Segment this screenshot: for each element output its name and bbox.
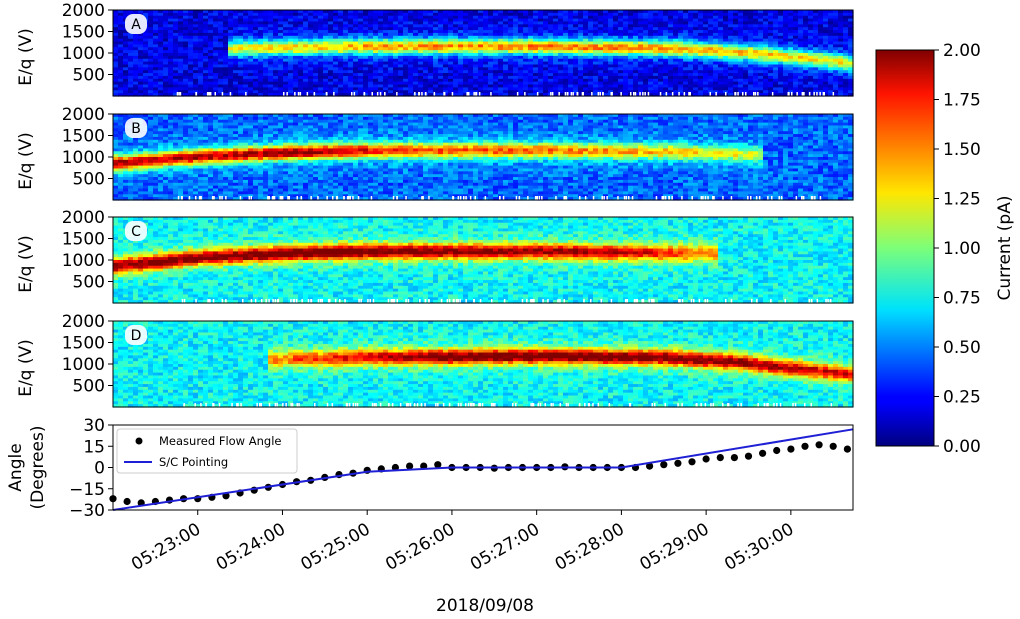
data-point [124,498,131,505]
data-point [773,447,780,454]
y-tick-label: 1500 [62,127,105,147]
data-point [717,454,724,461]
y-tick-label: 500 [73,170,105,190]
x-tick-label: 05:26:00 [382,519,458,575]
data-point [731,454,738,461]
y-axis-label: E/q (V) [16,235,36,293]
data-point [759,450,766,457]
x-tick-label: 05:23:00 [128,519,204,575]
colorbar-tick-label: 0.50 [943,338,981,358]
y-tick-label: 2000 [62,1,105,21]
data-point [830,443,837,450]
x-tick-label: 05:30:00 [721,519,797,575]
heatmap-cells [113,217,854,304]
y-tick-label: 1500 [62,334,105,354]
colorbar-tick-label: 0.00 [943,437,981,457]
y-tick-label: 1000 [62,148,105,168]
y-axis-label: E/q (V) [16,339,36,397]
colorbar-label: Current (pA) [995,196,1015,301]
panel-label: C [131,224,141,240]
x-tick-label: 05:24:00 [213,519,289,575]
x-tick-label: 05:27:00 [467,519,543,575]
panel-label: B [131,121,141,137]
x-tick-label: 05:28:00 [552,519,628,575]
y-tick-label: 1500 [62,230,105,250]
y-tick-label: 500 [73,66,105,86]
colorbar-tick-label: 0.75 [943,289,981,309]
panel-label: D [131,328,142,344]
data-point [816,441,823,448]
legend-label: S/C Pointing [159,455,228,469]
angle-axis-label: Angle (Degrees) [6,426,48,510]
x-tick-label: 05:29:00 [637,519,713,575]
legend-marker [136,438,143,445]
data-point [801,443,808,450]
colorbar: 0.00 0.25 0.50 0.75 1.00 1.25 1.50 1.75 2.00 Curr… [876,41,1015,457]
legend-label: Measured Flow Angle [159,434,281,448]
y-tick-label: 1000 [62,251,105,271]
colorbar-tick-label: 1.50 [943,140,981,160]
y-tick-label: 1500 [62,23,105,43]
time-axis: 05:23:00 05:24:00 05:25:00 05:26:00 05:27:00… [128,510,797,616]
angle-axis-label-line: Angle [6,443,26,491]
colorbar-tick-label: 0.25 [943,388,981,408]
y-axis-label: E/q (V) [16,132,36,190]
heatmap-cells [113,10,854,97]
y-tick-label: 1000 [62,355,105,375]
y-tick-label: −30 [69,501,105,521]
x-tick-label: 05:25:00 [298,519,374,575]
y-tick-label: 2000 [62,208,105,228]
data-point [660,461,667,468]
colorbar-tick-label: 2.00 [943,41,981,61]
y-tick-label: 500 [73,377,105,397]
y-tick-label: −15 [69,480,105,500]
y-tick-label: 2000 [62,105,105,125]
colorbar-tick-label: 1.25 [943,190,981,210]
angle-axis-label-line: (Degrees) [28,426,48,510]
panel-label: A [131,17,141,33]
data-point [674,460,681,467]
data-point [745,453,752,460]
y-tick-label: 15 [83,437,105,457]
data-point [688,458,695,465]
x-axis-label: 2018/09/08 [436,596,534,616]
colorbar-gradient [876,50,934,446]
colorbar-tick-label: 1.00 [943,239,981,259]
data-point [703,455,710,462]
data-point [787,446,794,453]
data-point [844,446,851,453]
heatmap-cells [113,114,854,201]
y-tick-label: 0 [94,459,105,479]
y-axis-label: E/q (V) [16,28,36,86]
y-tick-label: 30 [83,416,105,436]
y-tick-label: 500 [73,273,105,293]
legend: Measured Flow Angle S/C Pointing [117,429,297,473]
colorbar-tick-label: 1.75 [943,91,981,111]
y-tick-label: 2000 [62,312,105,332]
y-tick-label: 1000 [62,44,105,64]
heatmap-cells [113,321,854,408]
